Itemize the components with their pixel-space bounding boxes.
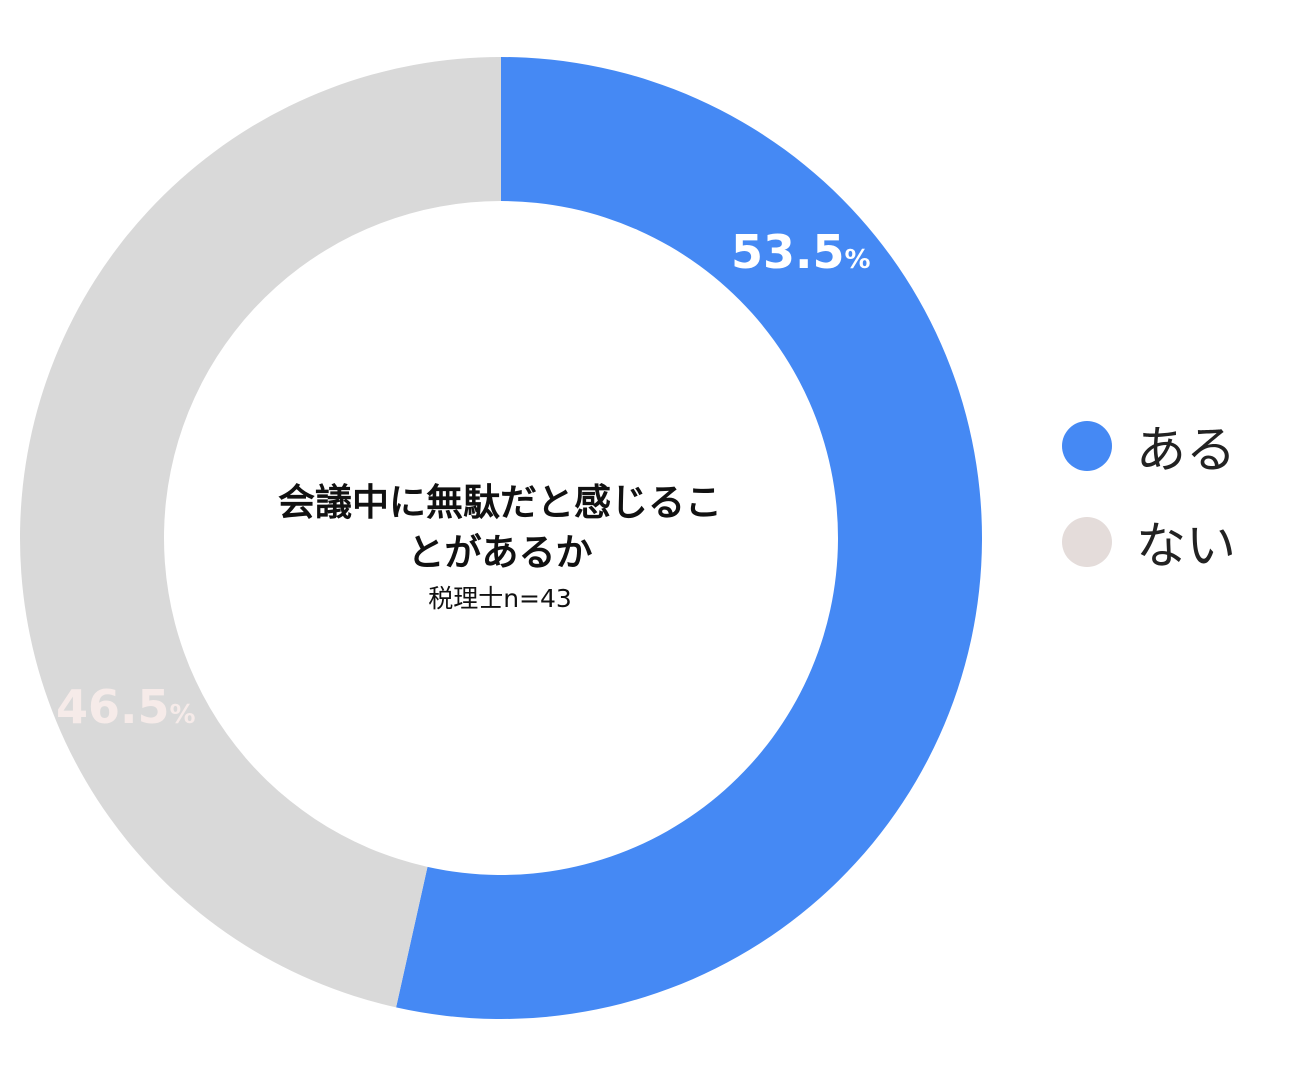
chart-title-line-1: 会議中に無駄だと感じるこ [278,481,722,524]
data-label-nai-value: 46.5 [56,680,170,734]
legend-item-aru: ある [1062,398,1236,494]
chart-subtitle: 税理士n=43 [428,584,572,613]
chart-title-line-2: とがあるか [407,531,593,574]
legend-label-nai: ない [1136,517,1236,575]
legend-swatch-aru [1062,421,1112,471]
legend: ある ない [1062,398,1236,590]
data-label-aru-value: 53.5 [731,225,845,279]
data-label-nai: 46.5% [56,680,196,734]
slice-nai [19,57,502,1008]
data-label-nai-unit: % [169,700,196,730]
data-label-aru-unit: % [844,245,871,275]
legend-swatch-nai [1062,517,1112,567]
legend-item-nai: ない [1062,494,1236,590]
slice-aru [396,57,982,1019]
data-label-aru: 53.5% [731,225,871,279]
legend-label-aru: ある [1136,421,1236,479]
chart-title: 会議中に無駄だと感じるこ とがあるか [230,478,770,578]
